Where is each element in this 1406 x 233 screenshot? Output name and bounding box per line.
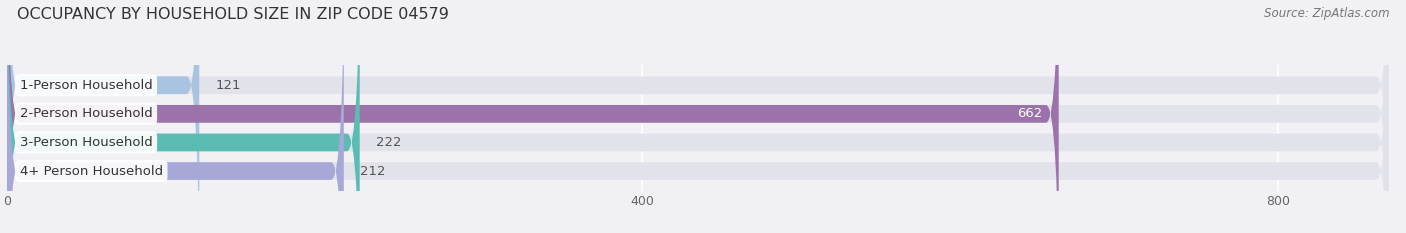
FancyBboxPatch shape: [7, 0, 1389, 233]
Text: 121: 121: [215, 79, 240, 92]
FancyBboxPatch shape: [7, 0, 1389, 233]
Text: Source: ZipAtlas.com: Source: ZipAtlas.com: [1264, 7, 1389, 20]
FancyBboxPatch shape: [7, 0, 1059, 233]
Text: 662: 662: [1018, 107, 1043, 120]
Text: 222: 222: [375, 136, 401, 149]
FancyBboxPatch shape: [7, 0, 1389, 233]
FancyBboxPatch shape: [7, 0, 200, 233]
Text: OCCUPANCY BY HOUSEHOLD SIZE IN ZIP CODE 04579: OCCUPANCY BY HOUSEHOLD SIZE IN ZIP CODE …: [17, 7, 449, 22]
Text: 212: 212: [360, 164, 385, 178]
Text: 4+ Person Household: 4+ Person Household: [20, 164, 163, 178]
FancyBboxPatch shape: [7, 0, 344, 233]
Text: 2-Person Household: 2-Person Household: [20, 107, 152, 120]
Text: 3-Person Household: 3-Person Household: [20, 136, 152, 149]
Text: 1-Person Household: 1-Person Household: [20, 79, 152, 92]
FancyBboxPatch shape: [7, 0, 1389, 233]
FancyBboxPatch shape: [7, 0, 360, 233]
